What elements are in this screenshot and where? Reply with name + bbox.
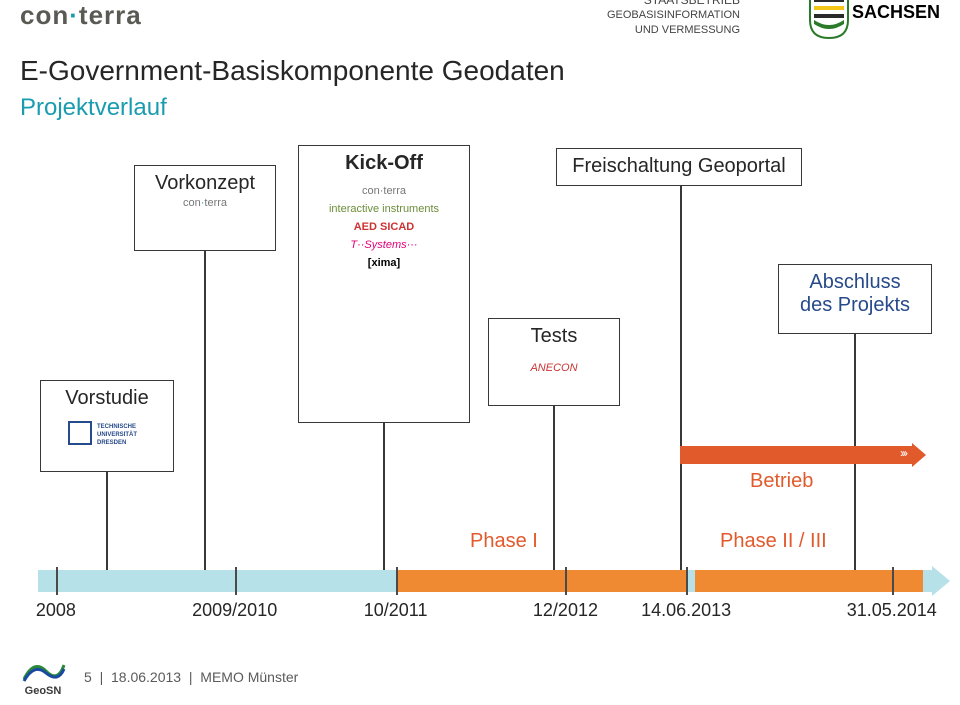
box-vorkonzept: Vorkonzept con·terra [134,165,276,251]
kickoff-partners: con·terra interactive instruments AED SI… [313,183,455,271]
conn-vorkonzept [204,251,206,570]
footer-date: 18.06.2013 [111,669,181,685]
conn-kickoff [383,423,385,570]
timeline-tick [396,567,398,595]
betrieb-chevrons-icon: ››› [900,446,906,460]
timeline-tick-label: 2009/2010 [192,600,277,621]
footer-sep2: | [189,669,193,685]
footer-sep1: | [100,669,104,685]
logo-dot: · [69,0,79,30]
header-mid-l1: STAATSBETRIEB [607,0,740,8]
phase1-label: Phase I [470,530,538,553]
footer: GeoSN 5 | 18.06.2013 | MEMO Münster [20,657,298,697]
tu-dresden-logo-icon: TECHNISCHE UNIVERSITÄT DRESDEN [67,414,147,454]
partner-aedsicad: AED SICAD [354,221,415,233]
logo-prefix: con [20,0,69,30]
phase2-bar [695,570,923,592]
phase2-label: Phase II / III [720,530,827,553]
sachsen-label: SACHSEN [852,2,940,23]
box-abschluss-l2: des Projekts [793,294,917,317]
svg-text:TECHNISCHE: TECHNISCHE [97,424,136,430]
conterra-small-logo: con·terra [149,197,261,209]
box-abschluss: Abschluss des Projekts [778,264,932,334]
betrieb-label: Betrieb [750,470,813,493]
footer-where: MEMO Münster [200,669,298,685]
conn-tests [553,406,555,570]
box-freischaltung-label: Freischaltung Geoportal [572,155,785,177]
page-title: E-Government-Basiskomponente Geodaten [20,55,565,87]
phase1-bar [396,570,687,592]
svg-text:DRESDEN: DRESDEN [97,440,126,446]
timeline-tick-label: 31.05.2014 [847,600,937,621]
box-freischaltung: Freischaltung Geoportal [556,148,802,186]
betrieb-arrow: ››› [680,446,912,464]
header-mid-l2: GEOBASISINFORMATION [607,8,740,23]
header: con·terra STAATSBETRIEB GEOBASISINFORMAT… [0,0,960,50]
timeline-tick [686,567,688,595]
box-kickoff: Kick-Off con·terra interactive instrumen… [298,145,470,423]
timeline-tick-label: 2008 [36,600,76,621]
partner-anecon: ANECON [503,362,605,374]
logo-suffix: terra [79,0,142,30]
sachsen-wordmark: Freistaat SACHSEN [852,0,940,23]
box-vorstudie: Vorstudie TECHNISCHE UNIVERSITÄT DRESDEN [40,380,174,472]
partner-conterra: con·terra [362,185,406,197]
box-kickoff-label: Kick-Off [345,152,423,174]
partner-xima: [xima] [368,257,400,269]
header-mid-l3: UND VERMESSUNG [607,23,740,38]
timeline: 20082009/201010/201112/201214.06.201331.… [38,570,932,602]
timeline-tick [565,567,567,595]
box-vorstudie-label: Vorstudie [65,387,148,409]
sachsen-crest-icon [808,0,850,40]
timeline-tick-label: 14.06.2013 [641,600,731,621]
timeline-tick-label: 10/2011 [364,600,428,621]
header-mid: STAATSBETRIEB GEOBASISINFORMATION UND VE… [607,0,740,38]
conterra-logo: con·terra [20,0,142,31]
conn-vorstudie [106,472,108,570]
timeline-tick [892,567,894,595]
svg-text:UNIVERSITÄT: UNIVERSITÄT [97,431,137,438]
box-tests-label: Tests [531,325,578,347]
footer-page: 5 [84,669,92,685]
box-vorkonzept-label: Vorkonzept [155,172,255,194]
conn-freischaltung [680,186,682,570]
timeline-tick [235,567,237,595]
geosn-label: GeoSN [25,685,62,697]
box-tests: Tests ANECON [488,318,620,406]
partner-tsystems: T··Systems··· [350,239,417,251]
footer-text: 5 | 18.06.2013 | MEMO Münster [84,669,298,685]
page-subtitle: Projektverlauf [20,94,167,122]
timeline-arrow-icon [932,566,950,596]
box-abschluss-l1: Abschluss [793,271,917,294]
timeline-tick [56,567,58,595]
partner-interactive: interactive instruments [329,203,439,215]
geosn-logo-icon: GeoSN [20,657,66,697]
timeline-tick-label: 12/2012 [533,600,598,621]
